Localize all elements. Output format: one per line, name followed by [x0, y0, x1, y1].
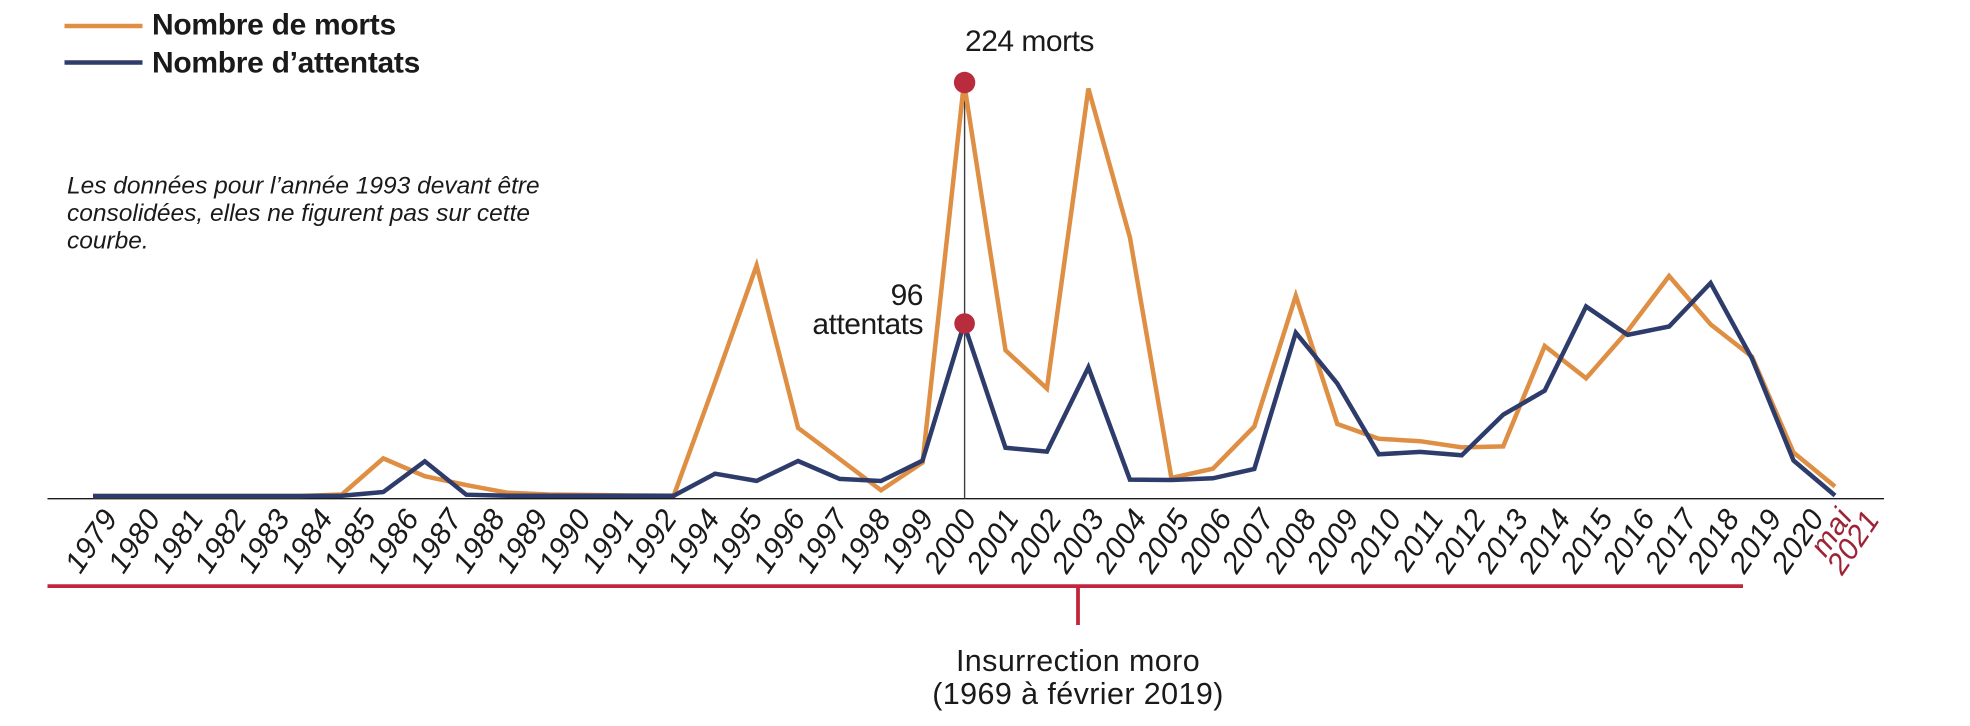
svg-text:courbe.: courbe.	[67, 228, 149, 255]
svg-text:(1969 à février 2019): (1969 à février 2019)	[932, 677, 1224, 711]
svg-text:96: 96	[891, 279, 923, 312]
svg-text:Les données pour l’année 1993: Les données pour l’année 1993 devant êtr…	[67, 173, 540, 200]
svg-text:Nombre d’attentats: Nombre d’attentats	[152, 47, 420, 80]
svg-text:224 morts: 224 morts	[965, 25, 1094, 58]
svg-text:Nombre de morts: Nombre de morts	[152, 9, 396, 42]
svg-text:Insurrection moro: Insurrection moro	[956, 644, 1200, 678]
svg-text:consolidées, elles ne figurent: consolidées, elles ne figurent pas sur c…	[67, 200, 530, 227]
svg-text:attentats: attentats	[812, 308, 923, 341]
